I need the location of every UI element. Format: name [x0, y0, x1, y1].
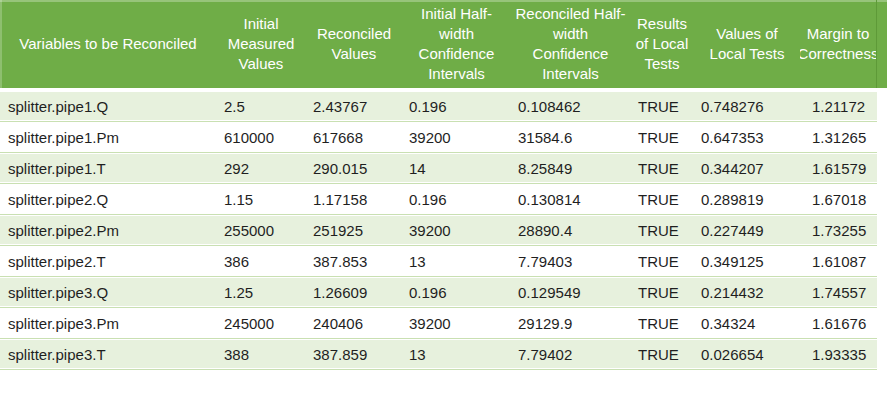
value-cell[interactable]: 617668 [306, 123, 402, 151]
value-cell[interactable]: 1.61676 [800, 309, 876, 337]
value-cell[interactable]: 0.026654 [694, 340, 800, 368]
variable-name-cell[interactable]: splitter.pipe3.Pm [0, 309, 216, 337]
value-cell[interactable]: 13 [402, 340, 511, 368]
value-cell[interactable]: 1.93335 [800, 340, 876, 368]
value-cell[interactable]: 1.26609 [306, 278, 402, 306]
variable-name-cell[interactable]: splitter.pipe2.Q [0, 185, 216, 213]
table-body: splitter.pipe1.Q2.52.437670.1960.108462T… [0, 92, 877, 371]
value-cell[interactable]: 0.196 [402, 92, 511, 120]
value-cell[interactable]: 7.79403 [511, 247, 630, 275]
value-cell[interactable]: 1.67018 [800, 185, 876, 213]
column-header-3[interactable]: Reconciled Values [306, 0, 402, 88]
value-cell[interactable]: 0.748276 [694, 92, 800, 120]
value-cell[interactable]: TRUE [630, 216, 694, 244]
value-cell[interactable]: 0.647353 [694, 123, 800, 151]
value-cell[interactable]: 0.344207 [694, 154, 800, 182]
column-header-8[interactable]: Margin to Correctness [800, 0, 876, 88]
table-row-8: splitter.pipe3.Pm2450002404063920029129.… [0, 309, 877, 337]
value-cell[interactable]: 0.130814 [511, 185, 630, 213]
value-cell[interactable]: 1.74557 [800, 278, 876, 306]
value-cell[interactable]: 39200 [402, 123, 511, 151]
column-header-4[interactable]: Initial Half-width Confidence Intervals [402, 0, 511, 88]
table-row-6: splitter.pipe2.T386387.853137.79403TRUE0… [0, 247, 877, 275]
value-cell[interactable]: 14 [402, 154, 511, 182]
value-cell[interactable]: 610000 [216, 123, 306, 151]
column-header-6[interactable]: Results of Local Tests [630, 0, 694, 88]
value-cell[interactable]: 1.73255 [800, 216, 876, 244]
value-cell[interactable]: 292 [216, 154, 306, 182]
value-cell[interactable]: TRUE [630, 154, 694, 182]
table-row-5: splitter.pipe2.Pm2550002519253920028890.… [0, 216, 877, 244]
variable-name-cell[interactable]: splitter.pipe3.T [0, 340, 216, 368]
value-cell[interactable]: TRUE [630, 278, 694, 306]
table-row-3: splitter.pipe1.T292290.015148.25849TRUE0… [0, 154, 877, 182]
value-cell[interactable]: 0.227449 [694, 216, 800, 244]
value-cell[interactable]: 29129.9 [511, 309, 630, 337]
value-cell[interactable]: 1.15 [216, 185, 306, 213]
column-header-7[interactable]: Values of Local Tests [694, 0, 800, 88]
value-cell[interactable]: TRUE [630, 92, 694, 120]
value-cell[interactable]: 13 [402, 247, 511, 275]
variable-name-cell[interactable]: splitter.pipe3.Q [0, 278, 216, 306]
value-cell[interactable]: 251925 [306, 216, 402, 244]
value-cell[interactable]: 0.349125 [694, 247, 800, 275]
variable-name-cell[interactable]: splitter.pipe1.Pm [0, 123, 216, 151]
column-header-5[interactable]: Reconciled Half-width Confidence Interva… [511, 0, 630, 88]
value-cell[interactable]: TRUE [630, 247, 694, 275]
value-cell[interactable]: 8.25849 [511, 154, 630, 182]
value-cell[interactable]: TRUE [630, 309, 694, 337]
value-cell[interactable]: 0.196 [402, 278, 511, 306]
value-cell[interactable]: 386 [216, 247, 306, 275]
value-cell[interactable]: 7.79402 [511, 340, 630, 368]
value-cell[interactable]: 1.17158 [306, 185, 402, 213]
value-cell[interactable]: 387.853 [306, 247, 402, 275]
value-cell[interactable]: 0.108462 [511, 92, 630, 120]
variable-name-cell[interactable]: splitter.pipe1.Q [0, 92, 216, 120]
reconciliation-results-screen: Variables to be ReconciledInitial Measur… [0, 0, 887, 413]
value-cell[interactable]: 2.43767 [306, 92, 402, 120]
value-cell[interactable]: 31584.6 [511, 123, 630, 151]
value-cell[interactable]: 1.25 [216, 278, 306, 306]
value-cell[interactable]: 1.31265 [800, 123, 876, 151]
reconciliation-table: Variables to be ReconciledInitial Measur… [0, 0, 887, 371]
value-cell[interactable]: 0.289819 [694, 185, 800, 213]
value-cell[interactable]: 245000 [216, 309, 306, 337]
table-row-1: splitter.pipe1.Q2.52.437670.1960.108462T… [0, 92, 877, 120]
value-cell[interactable]: 1.21172 [800, 92, 876, 120]
table-row-4: splitter.pipe2.Q1.151.171580.1960.130814… [0, 185, 877, 213]
value-cell[interactable]: 387.859 [306, 340, 402, 368]
row-divider [0, 368, 877, 371]
value-cell[interactable]: 388 [216, 340, 306, 368]
column-header-1[interactable]: Variables to be Reconciled [0, 0, 216, 88]
table-header-row: Variables to be ReconciledInitial Measur… [0, 0, 887, 88]
variable-name-cell[interactable]: splitter.pipe2.T [0, 247, 216, 275]
value-cell[interactable]: 2.5 [216, 92, 306, 120]
value-cell[interactable]: 1.61087 [800, 247, 876, 275]
value-cell[interactable]: TRUE [630, 123, 694, 151]
value-cell[interactable]: 28890.4 [511, 216, 630, 244]
value-cell[interactable]: 240406 [306, 309, 402, 337]
column-header-2[interactable]: Initial Measured Values [216, 0, 306, 88]
table-row-9: splitter.pipe3.T388387.859137.79402TRUE0… [0, 340, 877, 368]
table-row-7: splitter.pipe3.Q1.251.266090.1960.129549… [0, 278, 877, 306]
value-cell[interactable]: 39200 [402, 309, 511, 337]
value-cell[interactable]: 0.34324 [694, 309, 800, 337]
value-cell[interactable]: 255000 [216, 216, 306, 244]
variable-name-cell[interactable]: splitter.pipe1.T [0, 154, 216, 182]
column-divider [876, 0, 877, 88]
variable-name-cell[interactable]: splitter.pipe2.Pm [0, 216, 216, 244]
value-cell[interactable]: 290.015 [306, 154, 402, 182]
value-cell[interactable]: 1.61579 [800, 154, 876, 182]
value-cell[interactable]: 0.129549 [511, 278, 630, 306]
table-row-2: splitter.pipe1.Pm6100006176683920031584.… [0, 123, 877, 151]
value-cell[interactable]: TRUE [630, 340, 694, 368]
value-cell[interactable]: 0.214432 [694, 278, 800, 306]
value-cell[interactable]: 0.196 [402, 185, 511, 213]
value-cell[interactable]: 39200 [402, 216, 511, 244]
value-cell[interactable]: TRUE [630, 185, 694, 213]
